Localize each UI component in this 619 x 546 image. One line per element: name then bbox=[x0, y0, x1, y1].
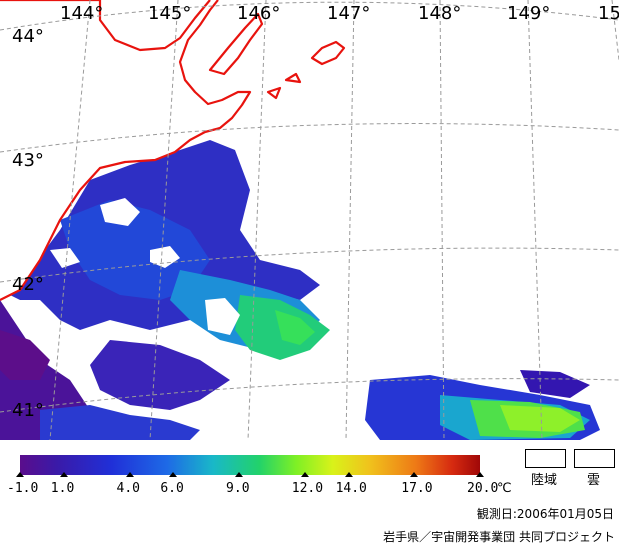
sst-field bbox=[0, 140, 600, 440]
colorbar-tick-mark bbox=[235, 472, 244, 477]
latitude-label: 44° bbox=[12, 26, 44, 47]
colorbar-tick-label: 9.0 bbox=[226, 481, 250, 496]
colorbar-tick-mark bbox=[410, 472, 419, 477]
credit-line: 岩手県／宇宙開発事業団 共同プロジェクト bbox=[383, 530, 615, 544]
longitude-label: 149° bbox=[507, 3, 551, 24]
longitude-label: 148° bbox=[418, 3, 462, 24]
unit-label: ℃ bbox=[497, 481, 512, 496]
colorbar-tick-mark bbox=[125, 472, 134, 477]
cloud-patches bbox=[50, 198, 470, 335]
cloud-legend-label: 雲 bbox=[587, 473, 601, 488]
colorbar-tick-mark bbox=[300, 472, 309, 477]
land-areas bbox=[0, 0, 344, 300]
graticule bbox=[0, 0, 619, 440]
latitude-label: 42° bbox=[12, 274, 44, 295]
colorbar-tick-mark bbox=[476, 472, 484, 477]
colorbar-tick-label: 1.0 bbox=[50, 481, 75, 496]
land-legend-swatch bbox=[525, 449, 566, 468]
observation-date: 観測日:2006年01月05日 bbox=[476, 507, 614, 521]
land-legend-label: 陸域 bbox=[531, 473, 558, 488]
longitude-label: 146° bbox=[237, 3, 281, 24]
latitude-label: 41° bbox=[12, 400, 44, 421]
colorbar-tick-mark bbox=[169, 472, 178, 477]
longitude-label: 15 bbox=[598, 3, 619, 24]
coastline bbox=[0, 0, 346, 301]
longitude-label: 145° bbox=[148, 3, 192, 24]
colorbar-tick-mark bbox=[344, 472, 353, 477]
colorbar-tick-label: 12.0 bbox=[291, 481, 324, 496]
sst-map: 144° 145° 146° 147° 148° 149° 15 44° 43°… bbox=[0, 0, 619, 440]
colorbar-tick-mark bbox=[59, 472, 68, 477]
colorbar-tick-mark bbox=[16, 472, 24, 477]
colorbar-tick-label: 14.0 bbox=[335, 481, 367, 496]
latitude-label: 43° bbox=[12, 150, 44, 171]
temperature-colorbar bbox=[20, 455, 480, 475]
colorbar-tick-label: 17.0 bbox=[401, 481, 433, 496]
cloud-legend-swatch bbox=[574, 449, 615, 468]
colorbar-tick-label: 6.0 bbox=[160, 481, 184, 496]
colorbar-tick-label: 4.0 bbox=[116, 481, 140, 496]
colorbar-tick-label: 20.0 bbox=[467, 481, 499, 496]
colorbar-tick-label: -1.0 bbox=[7, 481, 39, 496]
longitude-label: 147° bbox=[327, 3, 371, 24]
longitude-label: 144° bbox=[60, 3, 104, 24]
